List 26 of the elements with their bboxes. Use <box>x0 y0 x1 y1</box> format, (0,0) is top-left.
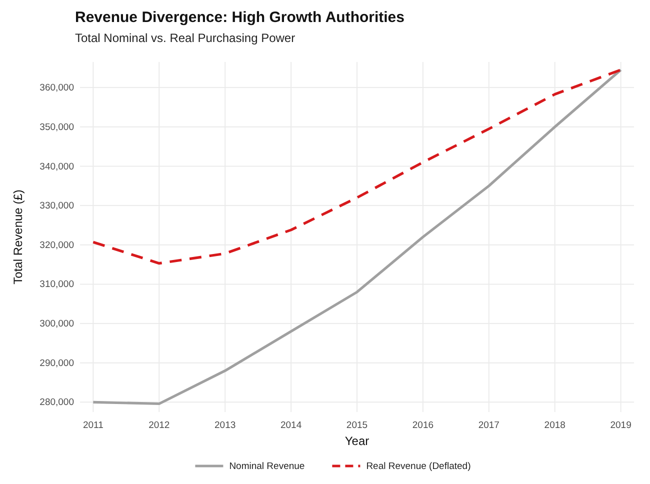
y-tick-label: 350,000 <box>40 122 74 133</box>
y-tick-label: 320,000 <box>40 240 74 251</box>
y-tick-label: 310,000 <box>40 279 74 290</box>
chart-title: Revenue Divergence: High Growth Authorities <box>75 9 404 26</box>
x-tick-label: 2016 <box>412 420 434 431</box>
y-tick-label: 290,000 <box>40 358 74 369</box>
chart-subtitle: Total Nominal vs. Real Purchasing Power <box>75 31 296 45</box>
legend-label: Nominal Revenue <box>229 461 305 472</box>
legend-label: Real Revenue (Deflated) <box>366 461 471 472</box>
x-tick-label: 2015 <box>346 420 368 431</box>
y-tick-label: 360,000 <box>40 82 74 94</box>
x-tick-label: 2013 <box>214 420 236 431</box>
x-tick-label: 2012 <box>148 420 170 431</box>
x-tick-label: 2017 <box>478 420 500 431</box>
y-axis-title: Total Revenue (£) <box>11 190 25 284</box>
x-tick-label: 2019 <box>610 420 632 431</box>
y-tick-label: 340,000 <box>40 161 74 172</box>
x-tick-label: 2014 <box>280 420 302 431</box>
y-tick-label: 280,000 <box>40 397 74 408</box>
x-tick-label: 2011 <box>82 420 104 431</box>
line-series <box>92 68 622 406</box>
y-tick-label: 300,000 <box>40 318 74 330</box>
x-axis-title: Year <box>344 434 370 448</box>
y-tick-label: 330,000 <box>40 200 74 212</box>
line-series <box>92 68 622 265</box>
x-tick-label: 2018 <box>544 420 566 431</box>
